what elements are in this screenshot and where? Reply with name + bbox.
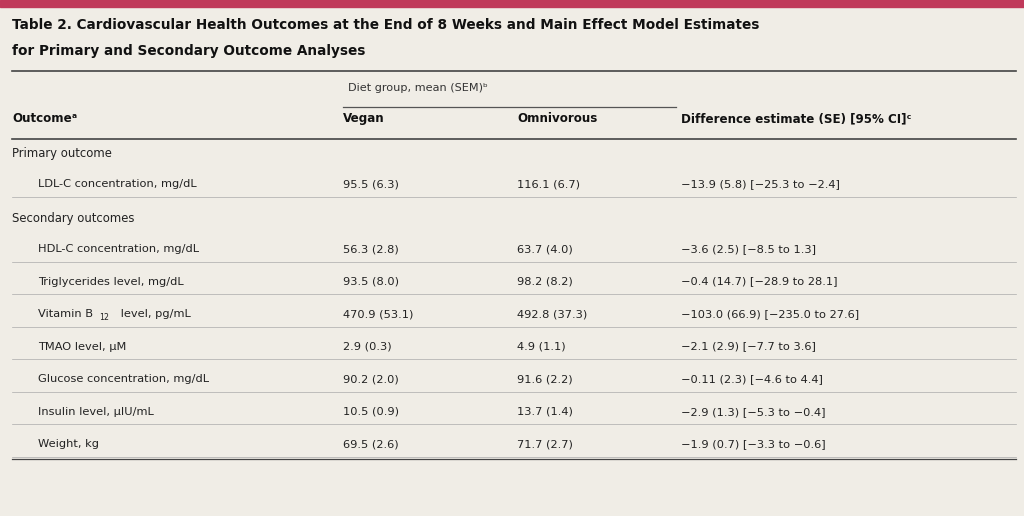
Text: 95.5 (6.3): 95.5 (6.3) — [343, 179, 399, 189]
Text: Table 2. Cardiovascular Health Outcomes at the End of 8 Weeks and Main Effect Mo: Table 2. Cardiovascular Health Outcomes … — [12, 18, 760, 32]
Text: −2.9 (1.3) [−5.3 to −0.4]: −2.9 (1.3) [−5.3 to −0.4] — [681, 407, 825, 416]
Text: 56.3 (2.8): 56.3 (2.8) — [343, 244, 398, 254]
Text: Secondary outcomes: Secondary outcomes — [12, 212, 135, 224]
Text: Omnivorous: Omnivorous — [517, 112, 597, 125]
Text: Primary outcome: Primary outcome — [12, 147, 113, 159]
Text: for Primary and Secondary Outcome Analyses: for Primary and Secondary Outcome Analys… — [12, 44, 366, 58]
Text: 90.2 (2.0): 90.2 (2.0) — [343, 374, 398, 384]
Text: −13.9 (5.8) [−25.3 to −2.4]: −13.9 (5.8) [−25.3 to −2.4] — [681, 179, 840, 189]
Text: Weight, kg: Weight, kg — [38, 439, 99, 449]
Text: 4.9 (1.1): 4.9 (1.1) — [517, 342, 565, 351]
Text: 10.5 (0.9): 10.5 (0.9) — [343, 407, 399, 416]
Text: −0.11 (2.3) [−4.6 to 4.4]: −0.11 (2.3) [−4.6 to 4.4] — [681, 374, 823, 384]
Text: Diet group, mean (SEM)ᵇ: Diet group, mean (SEM)ᵇ — [348, 83, 488, 92]
Text: 98.2 (8.2): 98.2 (8.2) — [517, 277, 572, 286]
Text: −103.0 (66.9) [−235.0 to 27.6]: −103.0 (66.9) [−235.0 to 27.6] — [681, 309, 859, 319]
Text: Difference estimate (SE) [95% CI]ᶜ: Difference estimate (SE) [95% CI]ᶜ — [681, 112, 911, 125]
Text: −1.9 (0.7) [−3.3 to −0.6]: −1.9 (0.7) [−3.3 to −0.6] — [681, 439, 825, 449]
Text: TMAO level, μM: TMAO level, μM — [38, 342, 126, 351]
Text: 470.9 (53.1): 470.9 (53.1) — [343, 309, 414, 319]
Text: 13.7 (1.4): 13.7 (1.4) — [517, 407, 573, 416]
Text: Glucose concentration, mg/dL: Glucose concentration, mg/dL — [38, 374, 209, 384]
Text: Vegan: Vegan — [343, 112, 385, 125]
Text: Triglycerides level, mg/dL: Triglycerides level, mg/dL — [38, 277, 183, 286]
Text: −3.6 (2.5) [−8.5 to 1.3]: −3.6 (2.5) [−8.5 to 1.3] — [681, 244, 816, 254]
Text: 93.5 (8.0): 93.5 (8.0) — [343, 277, 399, 286]
Text: −2.1 (2.9) [−7.7 to 3.6]: −2.1 (2.9) [−7.7 to 3.6] — [681, 342, 816, 351]
Text: 63.7 (4.0): 63.7 (4.0) — [517, 244, 572, 254]
Text: 2.9 (0.3): 2.9 (0.3) — [343, 342, 391, 351]
Text: HDL-C concentration, mg/dL: HDL-C concentration, mg/dL — [38, 244, 199, 254]
Text: 116.1 (6.7): 116.1 (6.7) — [517, 179, 581, 189]
Text: Insulin level, μIU/mL: Insulin level, μIU/mL — [38, 407, 154, 416]
Text: −0.4 (14.7) [−28.9 to 28.1]: −0.4 (14.7) [−28.9 to 28.1] — [681, 277, 838, 286]
Text: 12: 12 — [98, 313, 109, 322]
Text: 69.5 (2.6): 69.5 (2.6) — [343, 439, 398, 449]
Text: Outcomeᵃ: Outcomeᵃ — [12, 112, 78, 125]
Bar — [0, 0, 1024, 7]
Text: Vitamin B: Vitamin B — [38, 309, 93, 319]
Text: 71.7 (2.7): 71.7 (2.7) — [517, 439, 573, 449]
Text: level, pg/mL: level, pg/mL — [117, 309, 191, 319]
Text: 492.8 (37.3): 492.8 (37.3) — [517, 309, 588, 319]
Text: LDL-C concentration, mg/dL: LDL-C concentration, mg/dL — [38, 179, 197, 189]
Text: 91.6 (2.2): 91.6 (2.2) — [517, 374, 572, 384]
